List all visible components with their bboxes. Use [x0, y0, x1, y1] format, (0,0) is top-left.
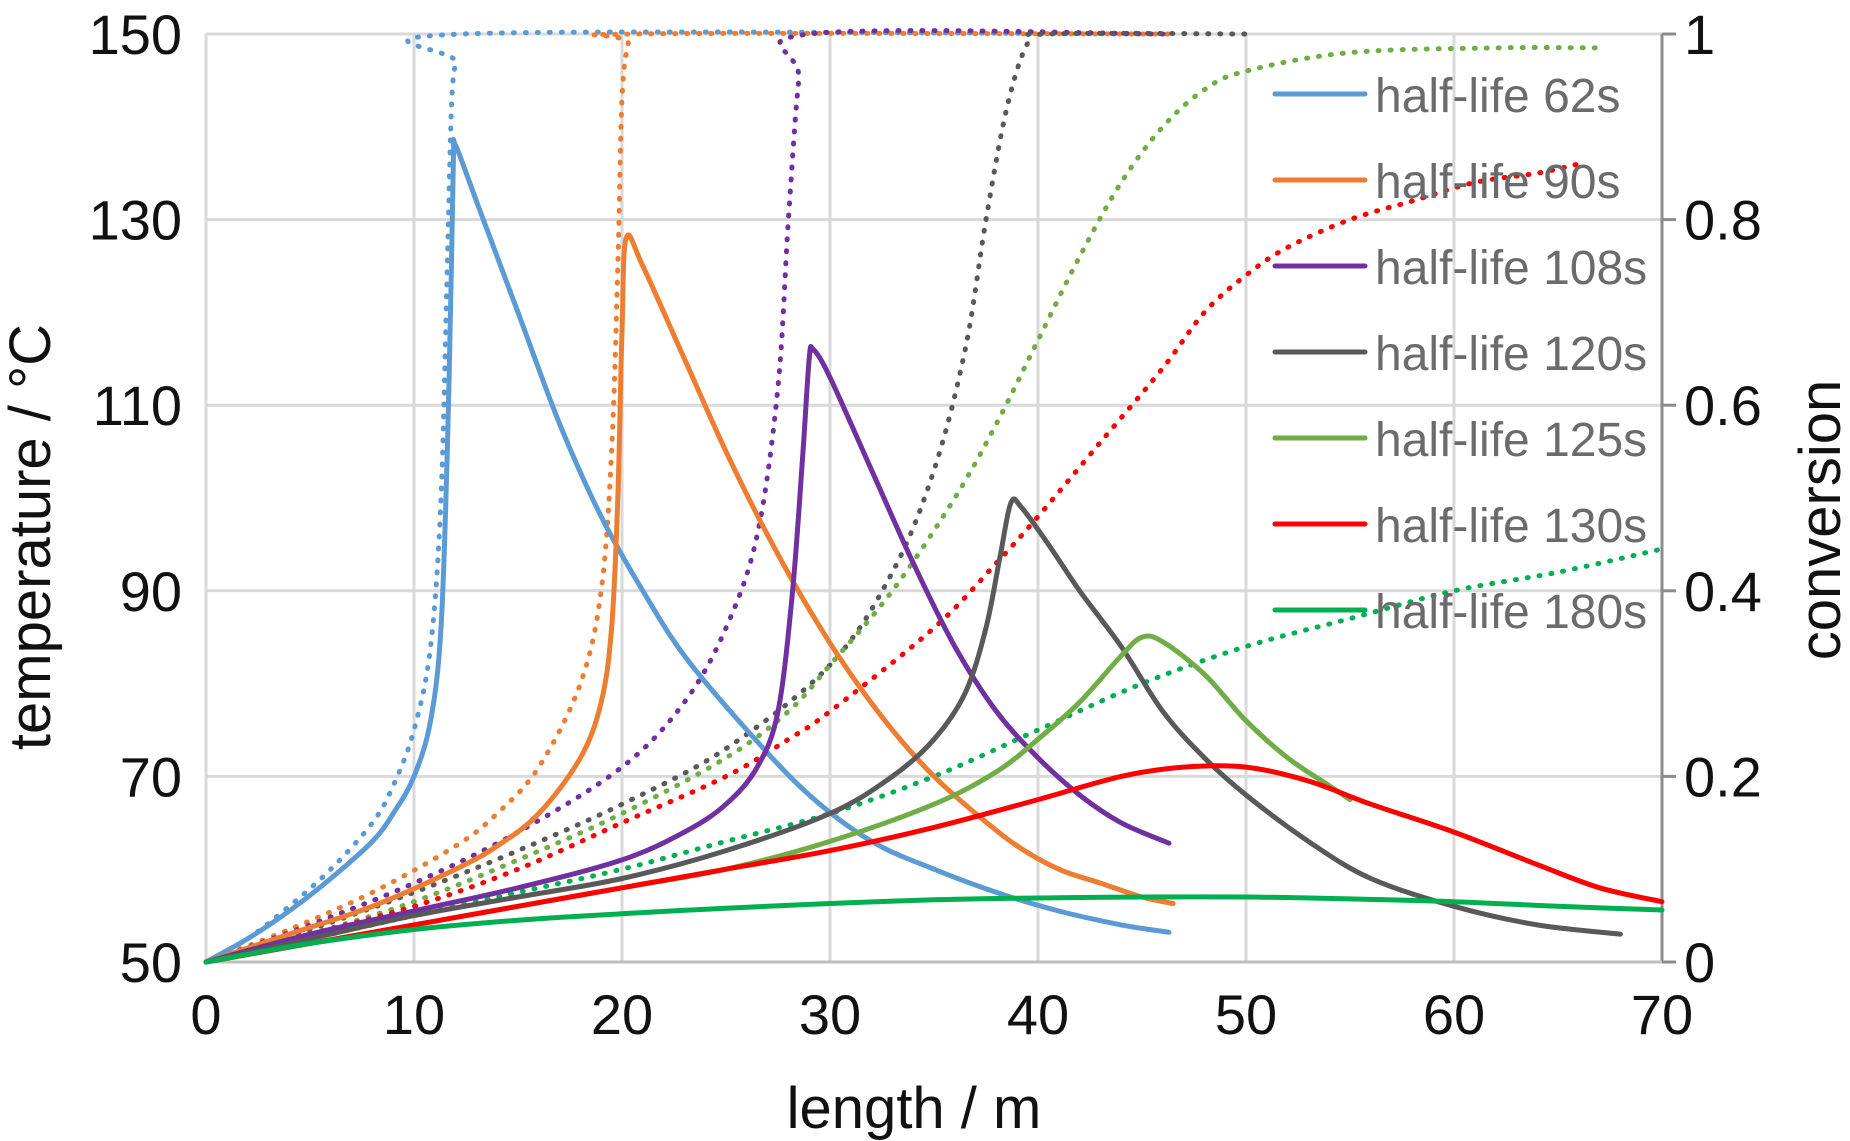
y2-tick-label: 1	[1684, 3, 1715, 66]
y-tick-label: 50	[120, 931, 182, 994]
legend-label: half-life 125s	[1375, 414, 1647, 467]
temperature-line-6	[203, 894, 1665, 965]
conversion-line-1	[203, 30, 1176, 965]
y-tick-label: 110	[93, 374, 182, 437]
y2-axis-title: conversion	[1788, 380, 1850, 660]
temperature-line-1	[203, 232, 1176, 965]
plot-frame	[206, 34, 1664, 964]
conversion-line-5	[203, 161, 1582, 965]
legend-label: half-life 130s	[1375, 500, 1647, 553]
x-tick-label: 30	[799, 983, 861, 1046]
legend-label: half-life 120s	[1375, 328, 1647, 381]
x-axis-title: length / m	[787, 1076, 1042, 1141]
conversion-line-6	[203, 546, 1665, 965]
y-tick-label: 150	[89, 3, 182, 66]
conversion-series	[203, 28, 1665, 965]
legend-label: half-life 108s	[1375, 242, 1647, 295]
x-tick-label: 40	[1007, 983, 1069, 1046]
y-tick-label: 130	[89, 189, 182, 252]
x-tick-label: 20	[591, 983, 653, 1046]
temperature-series	[203, 137, 1665, 965]
y2-tick-label: 0.8	[1684, 189, 1762, 252]
y2-tick-label: 0.6	[1684, 374, 1762, 437]
x-tick-label: 70	[1631, 983, 1693, 1046]
y2-tick-label: 0	[1684, 931, 1715, 994]
conversion-line-0	[203, 29, 1172, 965]
conversion-line-2	[203, 28, 1172, 965]
y2-tick-label: 0.2	[1684, 745, 1762, 808]
y2-tick-label: 0.4	[1684, 560, 1762, 623]
x-tick-label: 50	[1215, 983, 1277, 1046]
x-tick-label: 60	[1423, 983, 1485, 1046]
temperature-line-3	[203, 496, 1623, 965]
temperature-line-2	[203, 344, 1172, 965]
y-axis-title: temperature / °C	[0, 324, 63, 750]
x-axis-ticks: 0 10 20 30 40 50 60 70	[190, 983, 1693, 1046]
legend: half-life 62s half-life 90s half-life 108s…	[1272, 70, 1647, 639]
y-tick-label: 90	[120, 560, 182, 623]
x-tick-label: 10	[383, 983, 445, 1046]
legend-label: half-life 90s	[1375, 156, 1620, 209]
x-tick-label: 0	[190, 983, 221, 1046]
legend-label: half-life 180s	[1375, 586, 1647, 639]
y-axis-ticks: 50 70 90 110 130 150	[89, 3, 182, 994]
temperature-line-0	[203, 137, 1172, 965]
y-tick-label: 70	[120, 745, 182, 808]
legend-label: half-life 62s	[1375, 70, 1620, 123]
y2-axis-ticks: 0 0.2 0.4 0.6 0.8 1	[1662, 3, 1762, 994]
temperature-line-5	[203, 763, 1665, 965]
